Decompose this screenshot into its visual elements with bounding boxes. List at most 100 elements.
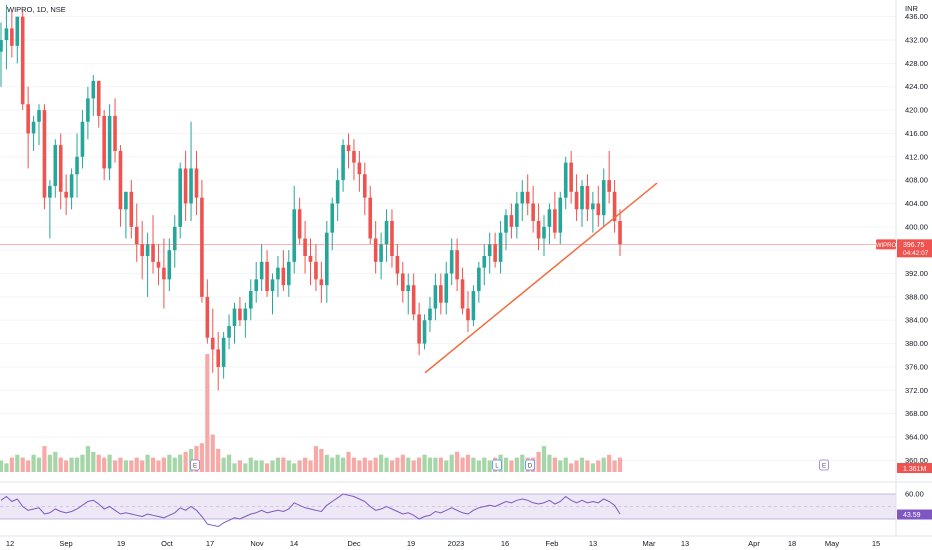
candle[interactable]: [96, 80, 101, 128]
rsi-pane[interactable]: [0, 493, 896, 528]
candle[interactable]: [569, 150, 573, 204]
candle[interactable]: [37, 104, 41, 146]
candle[interactable]: [612, 180, 617, 233]
candle[interactable]: [4, 5, 9, 70]
candle[interactable]: [216, 331, 220, 391]
candle[interactable]: [341, 139, 345, 192]
candle[interactable]: [205, 279, 210, 344]
candle[interactable]: [15, 16, 20, 64]
candle[interactable]: [42, 104, 47, 210]
event-marker[interactable]: L: [492, 459, 502, 471]
candle[interactable]: [134, 203, 139, 262]
candle[interactable]: [601, 168, 606, 227]
candle[interactable]: [10, 10, 14, 58]
candle[interactable]: [591, 191, 595, 233]
candle[interactable]: [401, 261, 405, 303]
candle[interactable]: [406, 273, 411, 315]
candle[interactable]: [303, 220, 307, 274]
candle[interactable]: [210, 308, 215, 373]
candle[interactable]: [254, 261, 259, 303]
candle[interactable]: [183, 150, 188, 221]
candle[interactable]: [536, 203, 541, 251]
candle[interactable]: [107, 104, 112, 181]
candle[interactable]: [194, 150, 199, 216]
candle[interactable]: [69, 168, 74, 210]
candle[interactable]: [477, 261, 481, 303]
candle[interactable]: [411, 273, 416, 321]
candle[interactable]: [162, 238, 166, 309]
candle[interactable]: [75, 133, 79, 198]
candle[interactable]: [238, 296, 242, 327]
candle[interactable]: [167, 238, 172, 292]
candle[interactable]: [330, 197, 335, 251]
candle[interactable]: [509, 203, 514, 239]
candle[interactable]: [482, 244, 487, 286]
candle[interactable]: [563, 156, 568, 210]
candle[interactable]: [243, 302, 248, 338]
trendline-layer[interactable]: [424, 182, 658, 374]
candle[interactable]: [232, 302, 237, 344]
candle[interactable]: [368, 185, 373, 245]
candle[interactable]: [259, 244, 264, 292]
candle[interactable]: [178, 162, 182, 239]
event-marker[interactable]: D: [525, 459, 535, 471]
candle[interactable]: [325, 220, 329, 303]
candle[interactable]: [439, 273, 443, 315]
candle[interactable]: [156, 244, 161, 286]
event-marker[interactable]: E: [190, 459, 200, 471]
candle[interactable]: [525, 174, 530, 216]
candle[interactable]: [618, 209, 622, 257]
candle[interactable]: [346, 133, 351, 169]
candle[interactable]: [449, 238, 454, 286]
candle[interactable]: [515, 191, 519, 239]
candle[interactable]: [580, 180, 584, 227]
candle[interactable]: [607, 150, 611, 204]
candle[interactable]: [64, 174, 68, 216]
candle[interactable]: [53, 139, 58, 198]
candle[interactable]: [319, 261, 324, 303]
candle[interactable]: [118, 145, 123, 227]
candle[interactable]: [558, 191, 563, 245]
candle[interactable]: [308, 238, 313, 286]
candle[interactable]: [444, 261, 449, 315]
candle[interactable]: [200, 180, 204, 303]
candle[interactable]: [455, 238, 459, 292]
candle[interactable]: [542, 215, 546, 257]
candle[interactable]: [363, 162, 367, 216]
rsi-line[interactable]: [0, 493, 621, 528]
candle[interactable]: [172, 215, 177, 268]
candle[interactable]: [547, 203, 552, 245]
candle[interactable]: [124, 191, 128, 239]
candle[interactable]: [498, 220, 503, 274]
candle[interactable]: [460, 267, 465, 315]
candle[interactable]: [265, 250, 269, 297]
candle[interactable]: [292, 185, 297, 274]
candle[interactable]: [189, 121, 193, 221]
candle[interactable]: [520, 180, 525, 221]
event-marker[interactable]: E: [819, 459, 829, 471]
candle[interactable]: [20, 10, 25, 111]
candle[interactable]: [270, 273, 275, 315]
candle[interactable]: [466, 291, 470, 332]
candle[interactable]: [357, 150, 362, 192]
price-pane[interactable]: [0, 5, 896, 391]
candle[interactable]: [86, 86, 90, 140]
candle[interactable]: [553, 191, 557, 239]
candle[interactable]: [379, 232, 383, 280]
candle[interactable]: [471, 285, 476, 327]
candle[interactable]: [221, 331, 226, 379]
candle[interactable]: [26, 86, 30, 169]
candle[interactable]: [428, 296, 432, 332]
candle[interactable]: [384, 209, 389, 262]
candle[interactable]: [390, 209, 394, 268]
candle[interactable]: [286, 250, 291, 297]
candle[interactable]: [145, 232, 150, 297]
candle[interactable]: [102, 110, 106, 181]
candle[interactable]: [422, 314, 427, 350]
candle[interactable]: [487, 232, 492, 274]
candle[interactable]: [58, 133, 63, 210]
candle[interactable]: [352, 139, 356, 181]
candle[interactable]: [596, 185, 601, 227]
candle[interactable]: [574, 174, 579, 221]
candle[interactable]: [335, 168, 340, 221]
